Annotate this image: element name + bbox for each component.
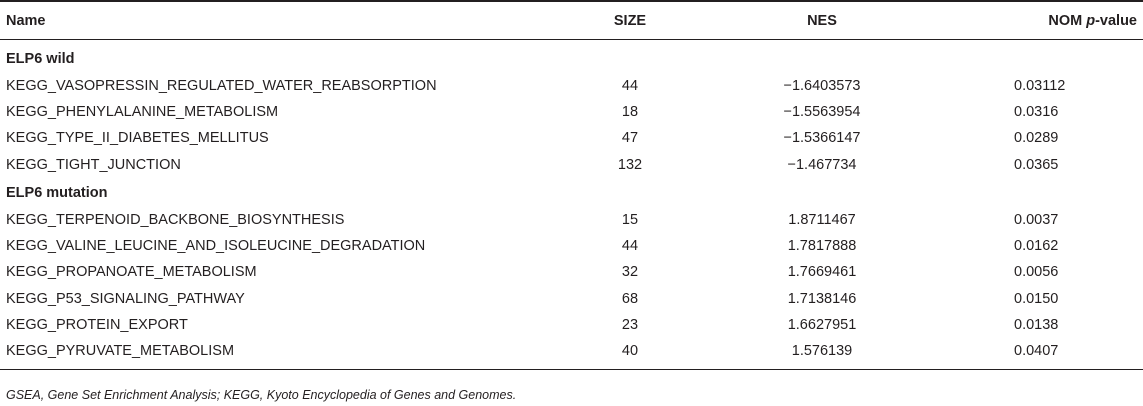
group-label: ELP6 mutation	[6, 185, 108, 202]
table-row: KEGG_TYPE_II_DIABETES_MELLITUS 47 −1.53661…	[0, 125, 1143, 151]
header-size: SIZE	[613, 12, 647, 29]
table-row: KEGG_VASOPRESSIN_REGULATED_WATER_REABSOR…	[0, 72, 1143, 98]
cell-nes: −1.467734	[787, 156, 857, 173]
cell-nes: −1.5563954	[783, 103, 861, 120]
cell-size: 44	[621, 77, 639, 94]
cell-nom-p-value: 0.0138	[1014, 317, 1059, 334]
cell-nes: 1.576139	[791, 343, 853, 360]
cell-nom-p-value: 0.0365	[1014, 156, 1059, 173]
table-row: KEGG_P53_SIGNALING_PATHWAY 68 1.7138146 0.0…	[0, 286, 1143, 312]
table-header: Name SIZE NES NOM p-value	[0, 1, 1143, 40]
group-row: ELP6 mutation	[0, 178, 1143, 206]
cell-nes: −1.5366147	[783, 130, 861, 147]
group-label: ELP6 wild	[6, 51, 75, 68]
cell-size: 47	[621, 130, 639, 147]
cell-name: KEGG_PHENYLALANINE_METABOLISM	[6, 103, 279, 120]
cell-name: KEGG_TYPE_II_DIABETES_MELLITUS	[6, 130, 269, 147]
cell-size: 23	[621, 317, 639, 334]
header-nom-p-value: NOM p-value	[944, 1, 1143, 40]
cell-nom-p-value: 0.0316	[1014, 103, 1059, 120]
cell-name: KEGG_PYRUVATE_METABOLISM	[6, 343, 235, 360]
cell-nom-p-value: 0.0037	[1014, 211, 1059, 228]
cell-size: 132	[617, 156, 643, 173]
cell-size: 15	[621, 211, 639, 228]
table-row: KEGG_TIGHT_JUNCTION 132 −1.467734 0.0365	[0, 152, 1143, 178]
cell-nes: 1.7138146	[787, 290, 857, 307]
header-name: Name	[6, 12, 46, 29]
cell-nom-p-value: 0.0289	[1014, 130, 1059, 147]
cell-nom-p-value: 0.0150	[1014, 290, 1059, 307]
table-row: KEGG_PROTEIN_EXPORT 23 1.6627951 0.0138	[0, 312, 1143, 338]
cell-size: 68	[621, 290, 639, 307]
table-row: KEGG_PYRUVATE_METABOLISM 40 1.576139 0.0407	[0, 338, 1143, 370]
table-row: KEGG_TERPENOID_BACKBONE_BIOSYNTHESIS 15 1.…	[0, 206, 1143, 232]
cell-size: 44	[621, 237, 639, 254]
cell-name: KEGG_TERPENOID_BACKBONE_BIOSYNTHESIS	[6, 211, 345, 228]
table-row: KEGG_PHENYLALANINE_METABOLISM 18 −1.556395…	[0, 99, 1143, 125]
group-row: ELP6 wild	[0, 40, 1143, 73]
cell-name: KEGG_TIGHT_JUNCTION	[6, 156, 181, 173]
cell-size: 18	[621, 103, 639, 120]
header-nes: NES	[807, 12, 837, 29]
cell-nom-p-value: 0.0407	[1014, 343, 1059, 360]
cell-nom-p-value: 0.03112	[1014, 77, 1066, 94]
cell-nes: 1.6627951	[787, 317, 857, 334]
header-nom-p: p	[1086, 12, 1096, 29]
cell-size: 40	[621, 343, 639, 360]
table-footnote: GSEA, Gene Set Enrichment Analysis; KEGG…	[6, 388, 517, 402]
gsea-results-table: Name SIZE NES NOM p-value ELP6 wild KEGG_…	[0, 1, 1143, 370]
header-nom-prefix: NOM	[1048, 12, 1087, 29]
cell-nes: 1.7669461	[787, 264, 857, 281]
cell-name: KEGG_PROTEIN_EXPORT	[6, 317, 188, 334]
cell-nes: −1.6403573	[783, 77, 861, 94]
cell-name: KEGG_VASOPRESSIN_REGULATED_WATER_REABSOR…	[6, 77, 437, 94]
gsea-table-container: Name SIZE NES NOM p-value ELP6 wild KEGG_…	[0, 1, 1143, 370]
cell-name: KEGG_P53_SIGNALING_PATHWAY	[6, 290, 245, 307]
cell-nes: 1.7817888	[787, 237, 857, 254]
cell-nom-p-value: 0.0056	[1014, 264, 1059, 281]
header-row: Name SIZE NES NOM p-value	[0, 1, 1143, 40]
cell-name: KEGG_PROPANOATE_METABOLISM	[6, 264, 257, 281]
table-row: KEGG_PROPANOATE_METABOLISM 32 1.7669461 0.0…	[0, 259, 1143, 285]
cell-size: 32	[621, 264, 639, 281]
header-nom-suffix: -value	[1095, 12, 1137, 29]
cell-name: KEGG_VALINE_LEUCINE_AND_ISOLEUCINE_DEGRA…	[6, 237, 426, 254]
cell-nes: 1.8711467	[788, 211, 856, 228]
table-body: ELP6 wild KEGG_VASOPRESSIN_REGULATED_WATE…	[0, 40, 1143, 370]
table-row: KEGG_VALINE_LEUCINE_AND_ISOLEUCINE_DEGRA…	[0, 233, 1143, 259]
cell-nom-p-value: 0.0162	[1014, 237, 1059, 254]
